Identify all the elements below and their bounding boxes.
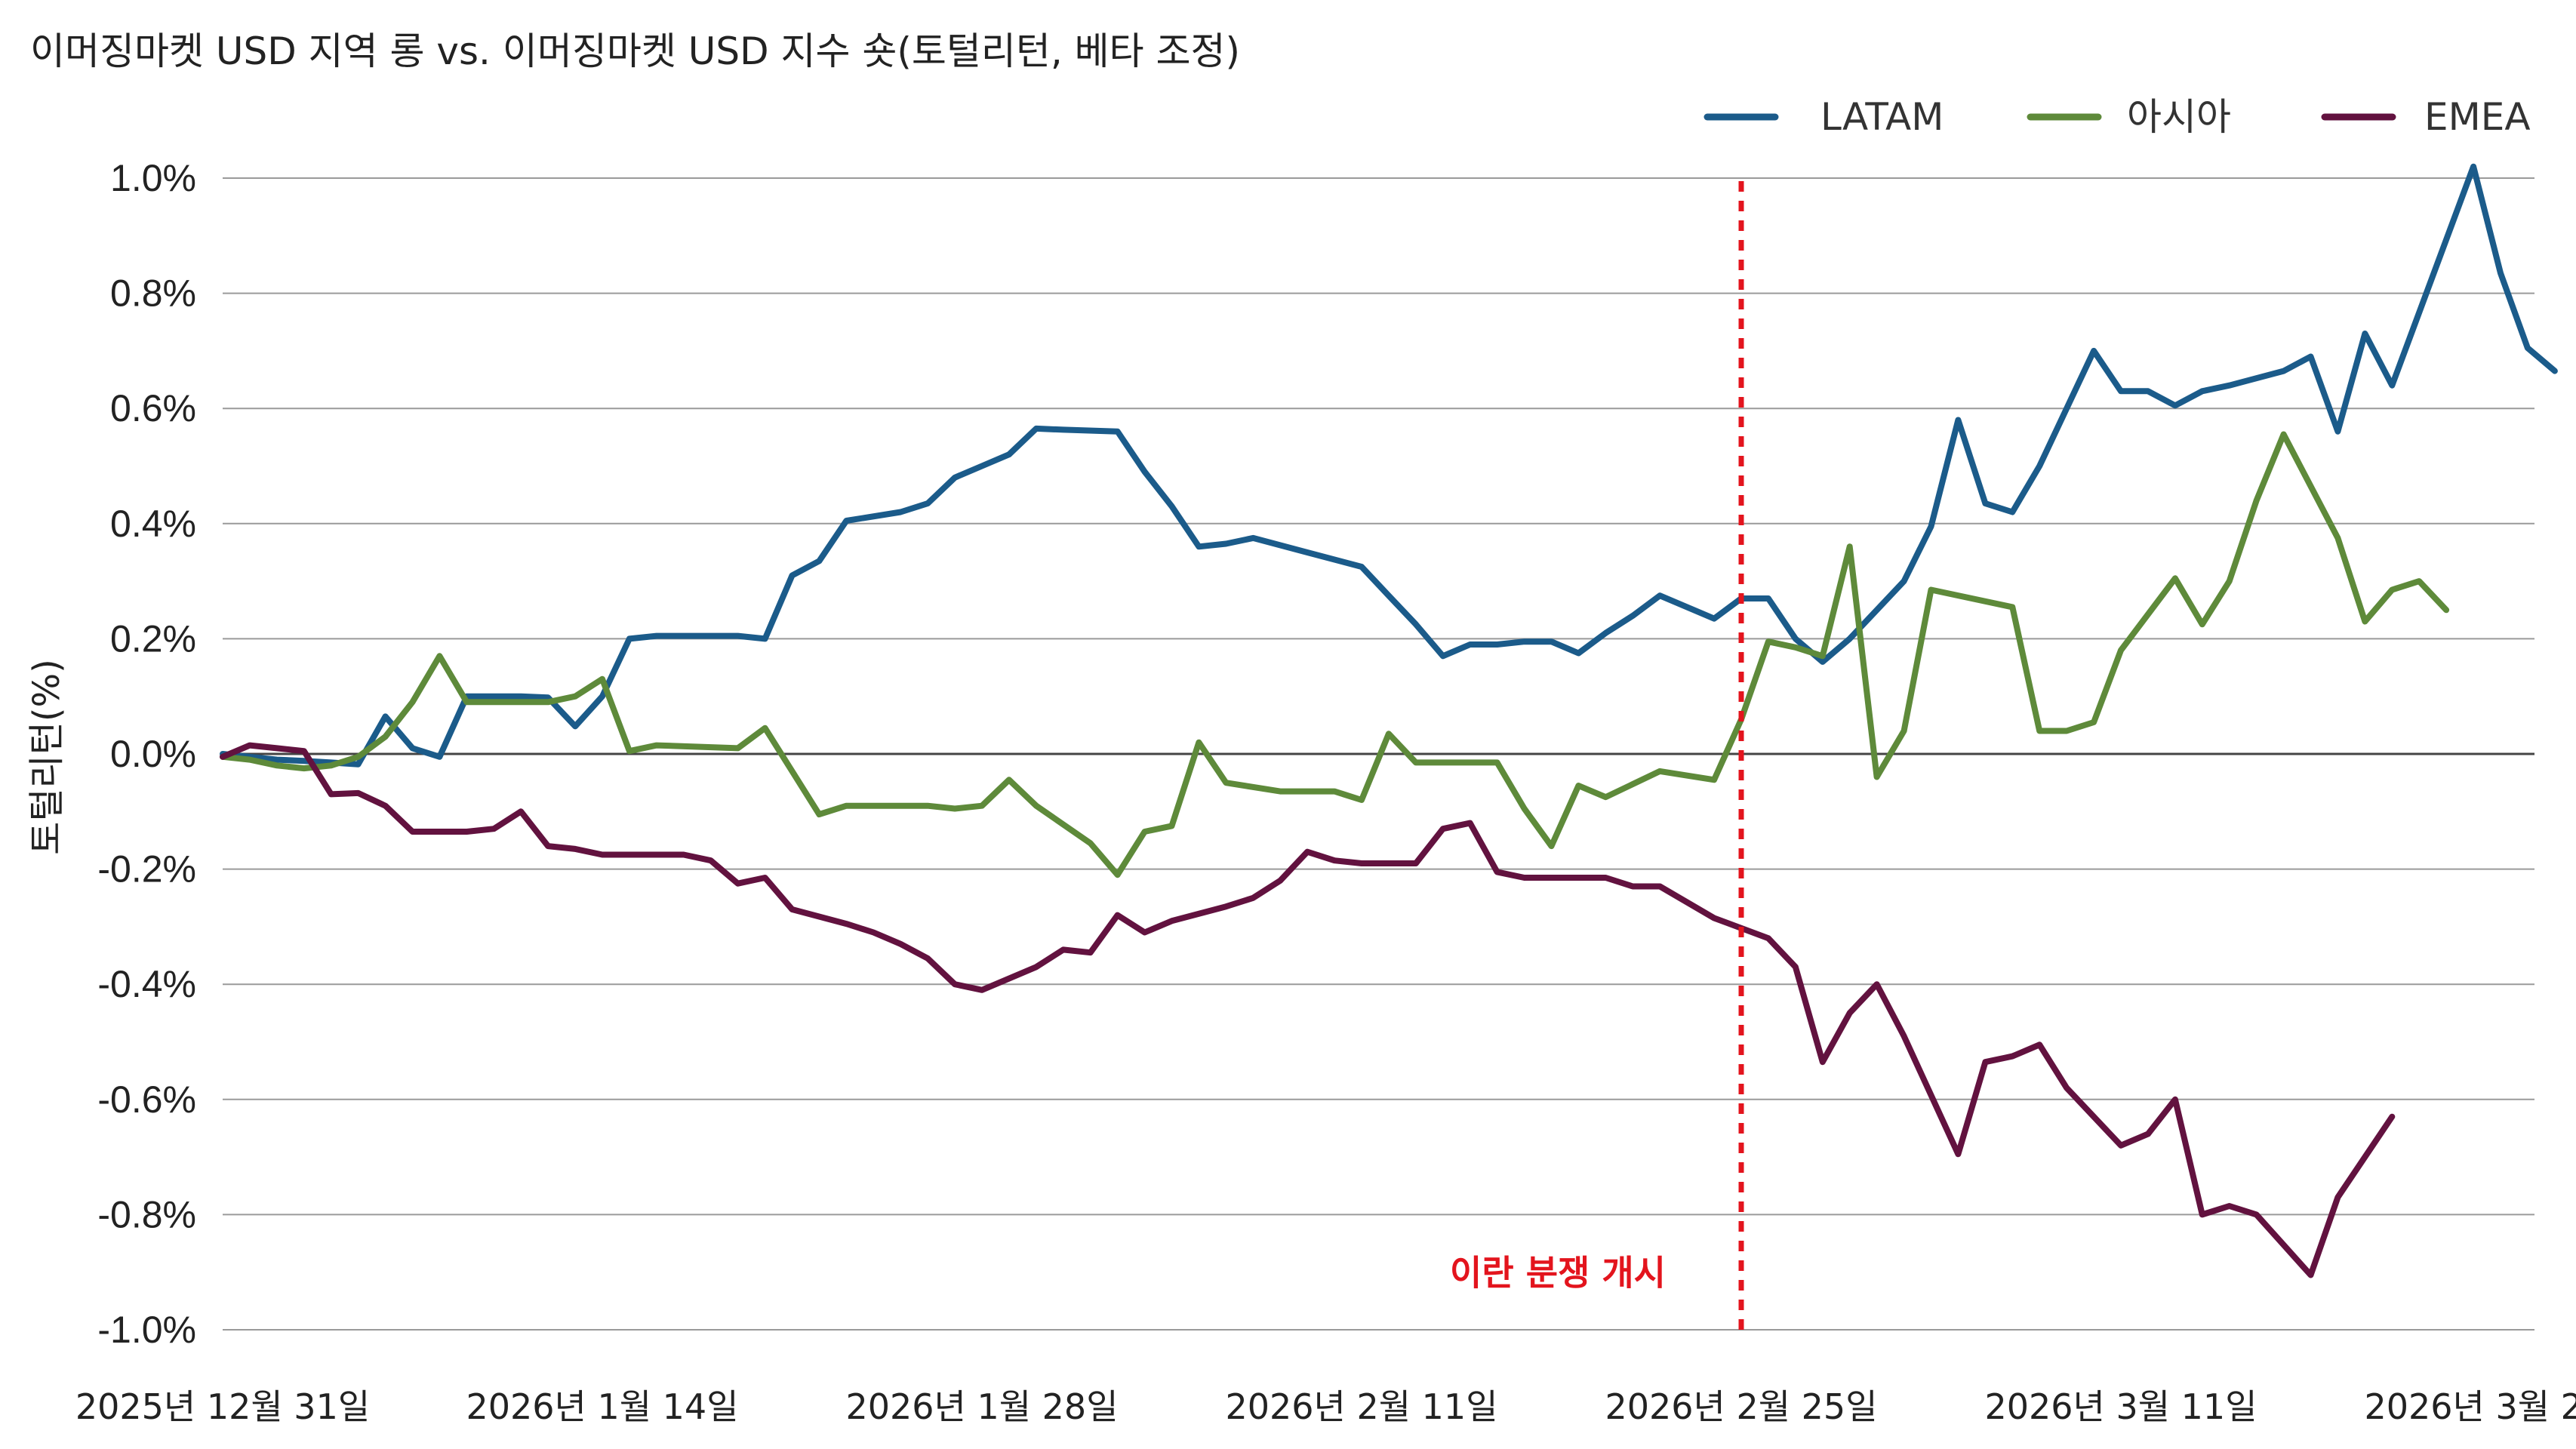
- y-tick-label: 0.4%: [110, 503, 196, 545]
- y-tick-label: 0.8%: [110, 272, 196, 315]
- y-axis: 1.0% 0.8% 0.6% 0.4% 0.2% 0.0% -0.2% -0.4% -0.6% -…: [97, 157, 196, 1351]
- y-tick-label: 1.0%: [110, 157, 196, 199]
- x-tick-label: 2026년 1월 28일: [845, 1386, 1118, 1427]
- y-tick-label: 0.2%: [110, 617, 196, 660]
- x-tick-label: 2026년 2월 25일: [1605, 1386, 1877, 1427]
- event-annotation-label: 이란 분쟁 개시: [1450, 1253, 1666, 1294]
- series-line-0: [220, 163, 2558, 768]
- gridlines: [223, 177, 2534, 1331]
- y-axis-label: 토털리턴(%): [26, 659, 68, 855]
- legend: LATAM 아시아 EMEA: [1703, 95, 2531, 139]
- y-tick-label: -0.4%: [97, 963, 196, 1005]
- y-tick-label: 0.6%: [110, 387, 196, 429]
- series-line-1: [220, 431, 2450, 878]
- x-tick-label: 2026년 2월 11일: [1225, 1386, 1497, 1427]
- x-tick-label: 2026년 1월 14일: [466, 1386, 738, 1427]
- x-tick-label: 2025년 12월 31일: [75, 1386, 370, 1427]
- series-line-2: [220, 742, 2396, 1278]
- y-tick-label: -0.8%: [97, 1193, 196, 1235]
- annotation: 이란 분쟁 개시: [1450, 181, 1744, 1330]
- x-axis: 2025년 12월 31일 2026년 1월 14일 2026년 1월 28일 202…: [75, 1386, 2576, 1427]
- chart-title: 이머징마켓 USD 지역 롱 vs. 이머징마켓 USD 지수 숏(토털리턴, …: [30, 29, 1240, 73]
- y-tick-label: 0.0%: [110, 733, 196, 775]
- y-tick-label: -0.6%: [97, 1078, 196, 1121]
- series-lines: [220, 163, 2558, 1278]
- legend-label-asia: 아시아: [2127, 95, 2231, 139]
- legend-label-emea: EMEA: [2424, 95, 2531, 139]
- x-tick-label: 2026년 3월 11일: [1984, 1386, 2257, 1427]
- x-tick-label: 2026년 3월 25일: [2364, 1386, 2576, 1427]
- legend-label-latam: LATAM: [1820, 95, 1944, 139]
- y-tick-label: -0.2%: [97, 848, 196, 891]
- y-tick-label: -1.0%: [97, 1309, 196, 1351]
